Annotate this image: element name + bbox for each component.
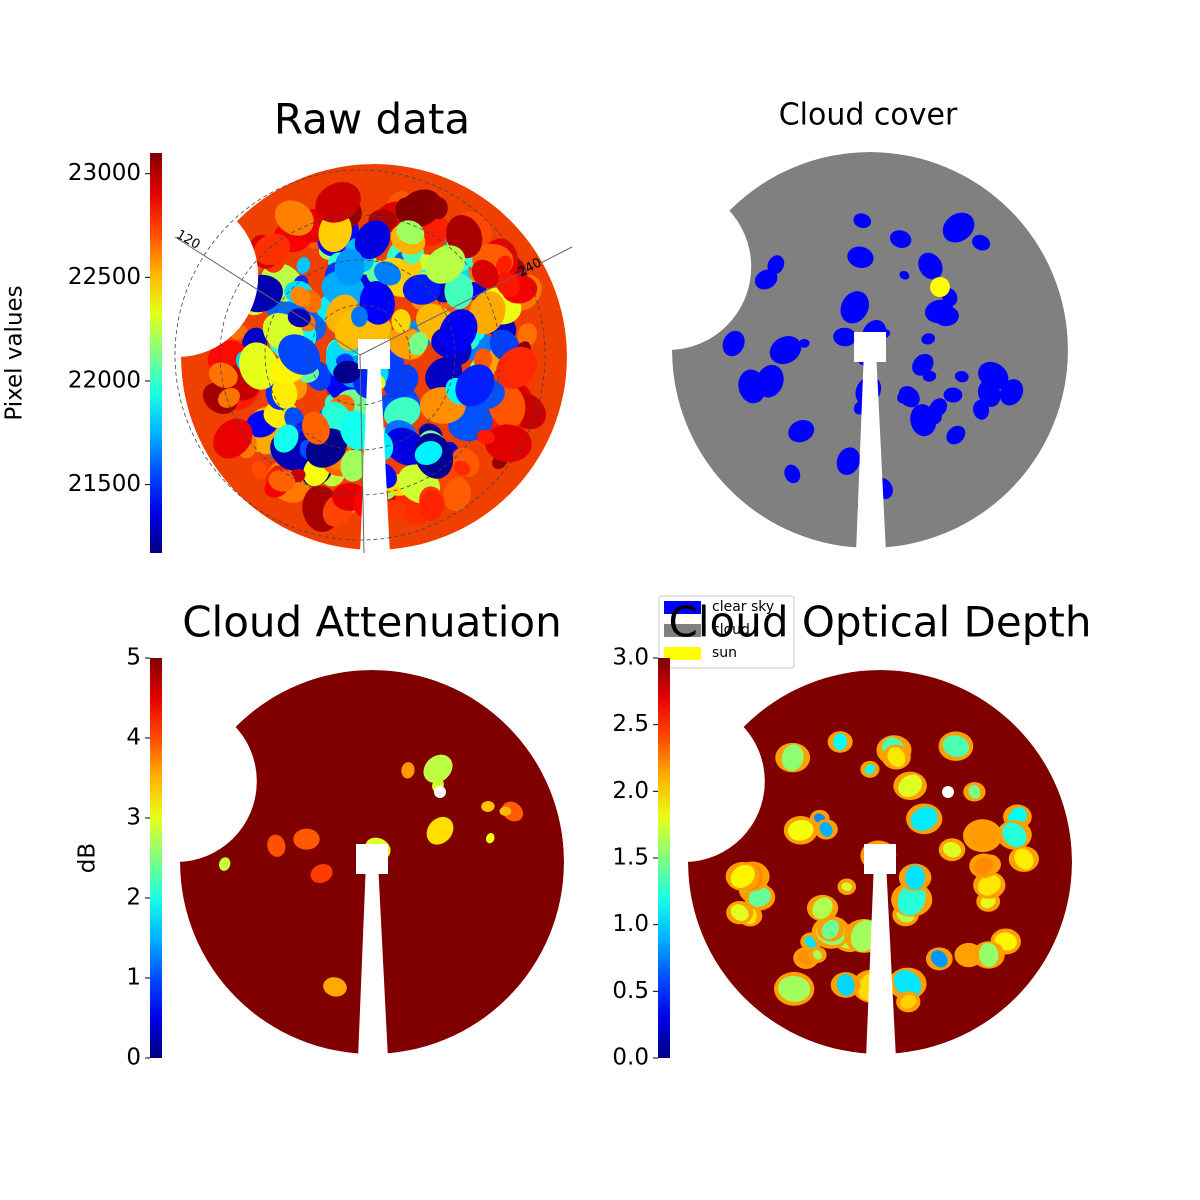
panel: 0 1 2 3 4 5 dB	[75, 645, 564, 1071]
panel-title: Cloud Attenuation	[182, 598, 562, 647]
polar-ring	[264, 259, 456, 451]
tick-label: 0.5	[612, 978, 649, 1004]
legend-swatch	[664, 647, 701, 660]
polar-ring	[174, 169, 546, 541]
tick-label: 2	[126, 885, 141, 911]
tick-label: 1	[126, 965, 141, 991]
panel-title: Raw data	[274, 95, 470, 144]
colorbar-label: dB	[75, 843, 101, 873]
legend-swatch	[664, 624, 701, 637]
colorbar	[658, 658, 670, 1058]
colorbar	[150, 153, 162, 553]
polar-label: 120	[173, 227, 202, 252]
polar-axis	[359, 246, 573, 356]
tick-label: 21500	[68, 471, 141, 497]
tick-label: 1.5	[612, 845, 649, 871]
sky-image	[180, 670, 564, 1054]
panel: 0.0 0.5 1.0 1.5 2.0 2.5 3.0	[612, 645, 1072, 1071]
polar-ring	[309, 304, 411, 406]
polar-ring	[219, 214, 501, 496]
legend-label: clear sky	[712, 599, 774, 615]
sky-image	[181, 164, 567, 550]
colorbar-label: Pixel values	[2, 285, 28, 420]
tick-label: 2.0	[612, 778, 649, 804]
tick-label: 1.0	[612, 911, 649, 937]
sky-image	[672, 152, 1068, 548]
panel-title: Cloud Optical Depth	[669, 598, 1092, 647]
tick-label: 3	[126, 805, 141, 831]
legend-label: sun	[712, 645, 737, 661]
tick-label: 2.5	[612, 711, 649, 737]
legend-swatch	[664, 601, 701, 614]
legend-label: cloud	[712, 622, 750, 638]
polar-axis	[359, 354, 365, 554]
panel-title: Cloud cover	[779, 98, 958, 133]
sun-marker	[434, 786, 446, 798]
tick-label: 5	[126, 645, 141, 671]
tick-label: 23000	[68, 160, 141, 186]
tick-label: 22000	[68, 367, 141, 393]
tick-label: 3.0	[612, 645, 649, 671]
sun-marker	[942, 786, 954, 798]
panel	[672, 152, 1068, 548]
sky-image	[688, 670, 1072, 1054]
tick-label: 0.0	[612, 1045, 649, 1071]
colorbar	[150, 658, 162, 1058]
tick-label: 22500	[68, 264, 141, 290]
sun-marker	[930, 277, 950, 297]
tick-label: 4	[126, 725, 141, 751]
tick-label: 0	[126, 1045, 141, 1071]
polar-axis	[174, 236, 361, 356]
